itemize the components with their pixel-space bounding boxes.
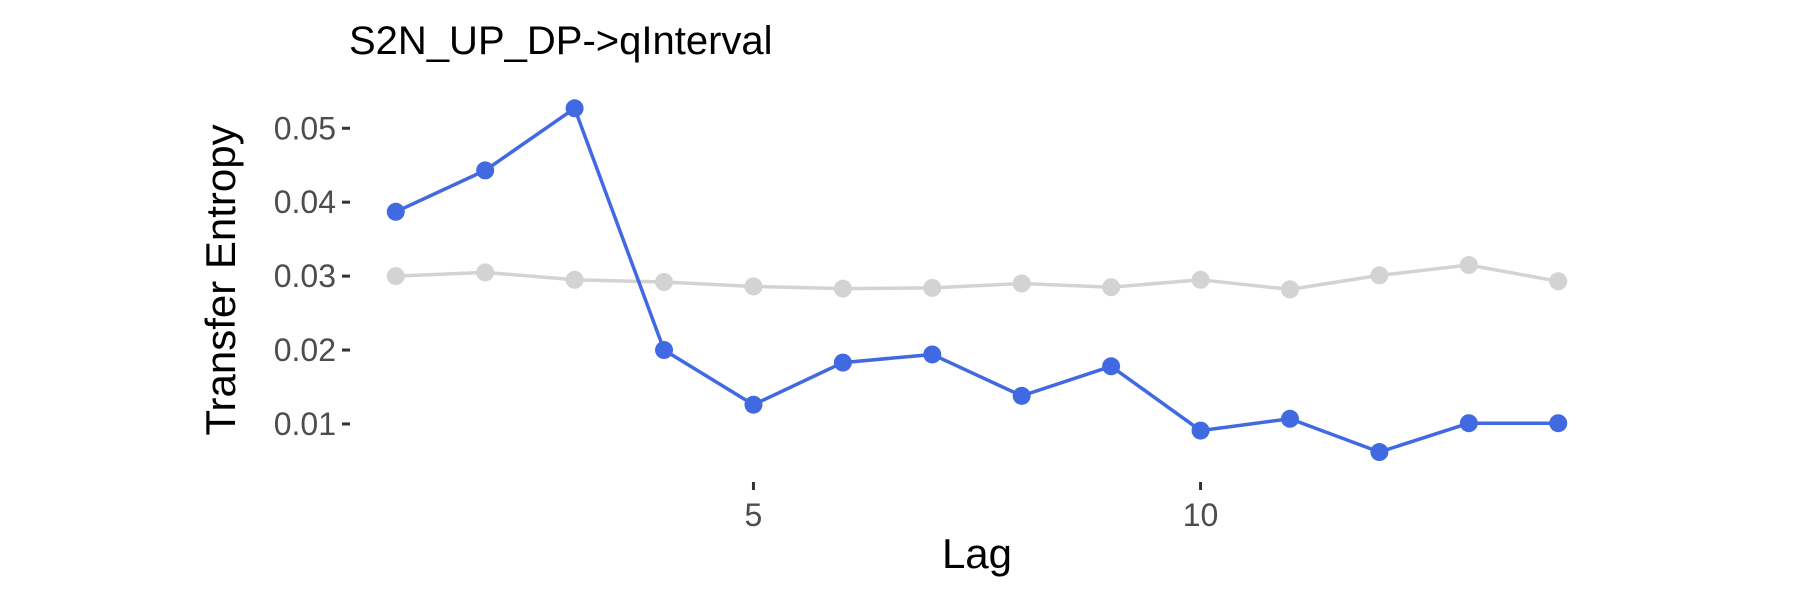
series-1 <box>386 256 1568 299</box>
x-tick-label: 5 <box>745 497 763 533</box>
data-point <box>386 267 405 286</box>
data-point <box>1012 386 1031 405</box>
data-point <box>1012 274 1031 293</box>
series-line <box>395 106 1559 454</box>
y-tick-label: 0.03 <box>274 258 336 294</box>
chart-title: S2N_UP_DP->qInterval <box>349 19 773 63</box>
data-point <box>923 345 942 364</box>
data-point <box>923 278 942 297</box>
data-point <box>1549 414 1568 433</box>
series-layer <box>386 99 1568 462</box>
data-point <box>655 273 674 292</box>
x-axis-label: Lag <box>942 530 1012 577</box>
data-point <box>476 161 495 180</box>
y-axis-label: Transfer Entropy <box>197 124 244 435</box>
data-point <box>476 263 495 282</box>
data-point <box>655 341 674 360</box>
y-tick-label: 0.05 <box>274 110 336 146</box>
series-2 <box>386 99 1568 462</box>
data-point <box>1102 357 1121 376</box>
data-point <box>744 277 763 296</box>
data-point <box>565 99 584 118</box>
y-tick-label: 0.02 <box>274 332 336 368</box>
data-point <box>1280 280 1299 299</box>
y-axis: 0.01 0.02 0.03 0.04 0.05 <box>274 110 350 442</box>
y-tick-label: 0.04 <box>274 184 336 220</box>
x-axis: 5 10 <box>745 482 1219 533</box>
data-point <box>1102 278 1121 297</box>
series-line <box>395 263 1559 292</box>
data-point <box>833 279 852 298</box>
data-point <box>1370 266 1389 285</box>
data-point <box>1549 272 1568 291</box>
data-point <box>1459 414 1478 433</box>
data-point <box>833 353 852 372</box>
data-point <box>744 395 763 414</box>
data-point <box>1191 421 1210 440</box>
data-point <box>1370 443 1389 462</box>
x-tick-label: 10 <box>1183 497 1219 533</box>
data-point <box>565 270 584 289</box>
data-point <box>386 202 405 221</box>
data-point <box>1459 256 1478 275</box>
data-point <box>1191 270 1210 289</box>
data-point <box>1280 409 1299 428</box>
y-tick-label: 0.01 <box>274 406 336 442</box>
